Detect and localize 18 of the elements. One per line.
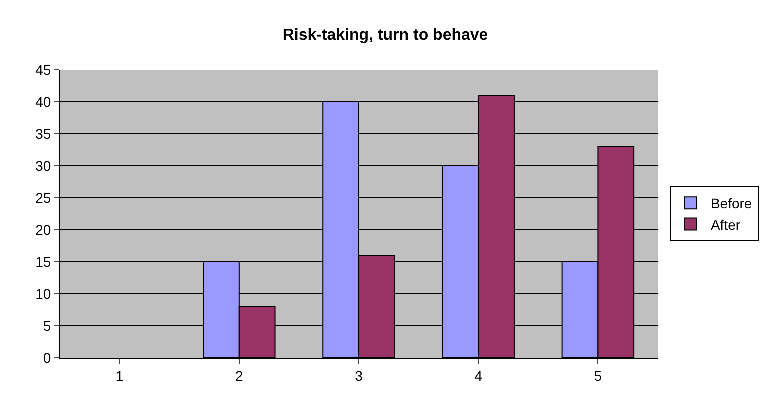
y-tick-label: 10 <box>36 286 52 302</box>
y-tick-label: 5 <box>43 318 52 334</box>
chart-title: Risk-taking, turn to behave <box>282 26 488 44</box>
y-tick-label: 25 <box>36 190 52 206</box>
x-tick-label: 5 <box>594 368 602 384</box>
y-tick-label: 15 <box>36 254 52 270</box>
x-tick-label: 1 <box>116 368 124 384</box>
y-tick-label: 45 <box>36 62 52 78</box>
y-tick-label: 30 <box>36 158 52 174</box>
x-tick-label: 2 <box>236 368 244 384</box>
x-tick-label: 4 <box>474 368 483 384</box>
legend-label: Before <box>710 196 752 212</box>
x-tick-label: 3 <box>355 368 364 384</box>
y-tick-label: 35 <box>36 126 52 142</box>
y-tick-label: 0 <box>43 350 52 366</box>
y-tick-label: 20 <box>36 222 52 238</box>
y-tick-label: 40 <box>36 94 52 110</box>
legend-label: After <box>710 216 741 233</box>
